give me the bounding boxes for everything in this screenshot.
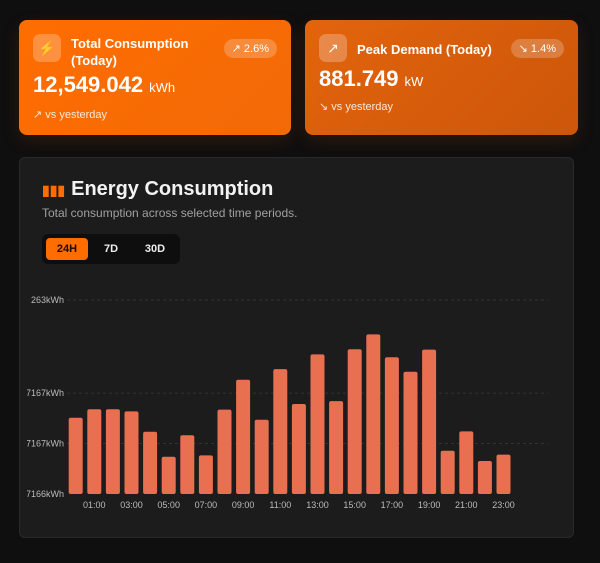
card-title: Total Consumption (Today)	[71, 36, 189, 68]
bar-16:00	[366, 334, 381, 494]
bar-08:00	[217, 409, 232, 494]
tab-7d[interactable]: 7D	[103, 243, 119, 255]
bar-19:00	[422, 349, 437, 494]
x-tick-label: 01:00	[83, 500, 106, 510]
tab-24h[interactable]: 24H	[46, 238, 88, 260]
card-title: Peak Demand (Today)	[357, 42, 492, 57]
lightning-icon: ⚡	[33, 34, 61, 62]
bar-18:00	[403, 371, 418, 494]
total-consumption-card: ⚡ Total Consumption (Today) ↗ 2.6% 12,54…	[19, 20, 291, 135]
x-tick-label: 15:00	[343, 500, 366, 510]
x-tick-label: 09:00	[232, 500, 255, 510]
x-tick-label: 05:00	[157, 500, 180, 510]
change-badge: ↘ 1.4%	[510, 39, 564, 58]
bar-13:00	[310, 354, 325, 494]
bar-10:00	[254, 419, 269, 494]
bar-09:00	[236, 379, 251, 494]
card-value: 12,549.042 kWh	[33, 72, 176, 97]
comparison-text: ↗ vs yesterday	[33, 109, 108, 121]
x-tick-label: 11:00	[269, 500, 291, 510]
bar-22:00	[477, 461, 492, 494]
bar-12:00	[291, 403, 306, 494]
x-tick-label: 17:00	[381, 500, 404, 510]
x-tick-label: 23:00	[492, 500, 515, 510]
bar-17:00	[384, 357, 399, 494]
bar-04:00	[143, 431, 158, 494]
bar-01:00	[87, 409, 102, 494]
bar-chart-icon: ▮▮▮	[42, 182, 66, 198]
x-tick-label: 21:00	[455, 500, 478, 510]
comparison-text: ↘ vs yesterday	[319, 101, 394, 113]
bar-15:00	[347, 349, 362, 494]
card-value: 881.749 kW	[319, 66, 424, 91]
y-tick-label: 7167kWh	[26, 388, 64, 398]
y-tick-label: 7166kWh	[26, 489, 64, 499]
bar-00:00	[68, 417, 83, 494]
time-range-tabs: 24H 7D 30D	[42, 234, 180, 264]
y-tick-label: 263kWh	[31, 295, 64, 305]
change-badge: ↗ 2.6%	[223, 39, 277, 58]
x-tick-label: 13:00	[306, 500, 329, 510]
peak-demand-card: ↗ Peak Demand (Today) ↘ 1.4% 881.749 kW ↘…	[305, 20, 578, 135]
bar-20:00	[440, 450, 455, 494]
x-tick-label: 19:00	[418, 500, 441, 510]
trending-up-icon: ↗	[319, 34, 347, 62]
bar-06:00	[180, 435, 195, 494]
panel-title: ▮▮▮ Energy Consumption	[42, 178, 274, 200]
x-tick-label: 03:00	[120, 500, 143, 510]
tab-30d[interactable]: 30D	[144, 243, 166, 255]
bar-14:00	[329, 401, 344, 494]
panel-subtitle: Total consumption across selected time p…	[42, 206, 298, 220]
bar-11:00	[273, 369, 288, 494]
bar-03:00	[124, 411, 139, 494]
bar-05:00	[161, 456, 176, 494]
bar-07:00	[198, 455, 213, 494]
bar-21:00	[459, 431, 474, 494]
bar-02:00	[105, 409, 120, 494]
y-tick-label: 7167kWh	[26, 439, 64, 449]
bar-23:00	[496, 454, 511, 494]
x-tick-label: 07:00	[195, 500, 218, 510]
